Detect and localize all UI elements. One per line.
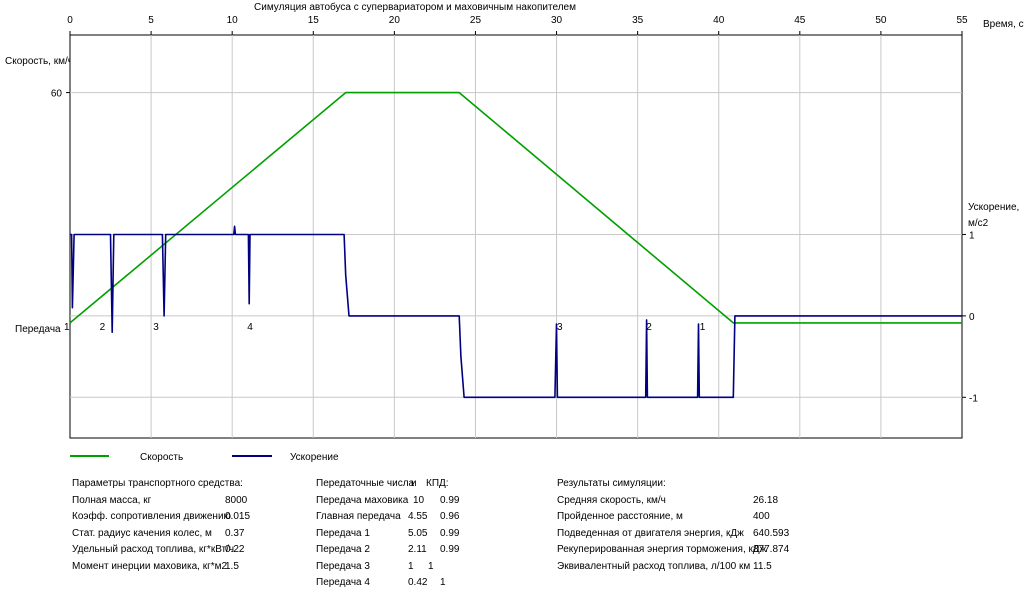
ratios-header-b: и	[411, 478, 417, 489]
ratio-label: Передача 2	[316, 544, 370, 555]
y-tick-label-accel: -1	[969, 393, 978, 404]
param-label: Момент инерции маховика, кг*м2	[72, 561, 228, 572]
chart-title: Симуляция автобуса с супервариатором и м…	[254, 1, 576, 13]
eff-value: 0.96	[440, 511, 460, 522]
y-axis-label-accel-2: м/с2	[968, 218, 989, 229]
eff-value: 0.99	[440, 495, 460, 506]
ratio-value: 5.05	[408, 528, 428, 539]
gear-label: 3	[557, 322, 563, 333]
x-tick-label: 30	[551, 15, 563, 26]
eff-value: 0.99	[440, 544, 460, 555]
result-label: Подведенная от двигателя энергия, кДж	[557, 528, 744, 539]
result-label: Средняя скорость, км/ч	[557, 495, 666, 506]
plot-area	[69, 34, 963, 439]
x-tick-label: 0	[67, 15, 73, 26]
gear-labels: 1 2 3 4 3 2 1	[64, 322, 706, 333]
x-tick-label: 35	[632, 15, 644, 26]
eff-value: 1	[440, 577, 446, 588]
y-tick-label-accel: 1	[969, 230, 975, 241]
x-axis-label: Время, с	[983, 19, 1024, 30]
ratio-label: Главная передача	[316, 511, 401, 522]
x-tick-label: 10	[227, 15, 239, 26]
result-label: Пройденное расстояние, м	[557, 511, 683, 522]
param-value: 1.5	[225, 561, 239, 572]
speed-line	[69, 91, 962, 324]
acceleration-line	[70, 225, 962, 399]
gear-axis-label: Передача	[15, 324, 61, 335]
ratios-header-a: Передаточные числа	[316, 478, 415, 489]
x-tick-label: 5	[148, 15, 154, 26]
x-tick-label: 45	[794, 15, 806, 26]
x-tick-label: 50	[875, 15, 887, 26]
x-tick-label: 25	[470, 15, 482, 26]
gear-label: 1	[64, 322, 70, 333]
result-label: Рекуперированная энергия торможения, кДж	[557, 544, 767, 555]
result-value: 26.18	[753, 495, 779, 506]
ratio-label: Передача 1	[316, 528, 370, 539]
eff-value: 1	[428, 561, 434, 572]
result-label: Эквивалентный расход топлива, л/100 км	[557, 561, 751, 572]
results-header: Результаты симуляции:	[557, 478, 666, 489]
param-label: Полная масса, кг	[72, 495, 152, 506]
legend-label-speed: Скорость	[140, 452, 183, 463]
legend: Скорость Ускорение	[70, 452, 339, 463]
y-axis-label-speed: Скорость, км/ч	[5, 56, 73, 67]
param-label: Удельный расход топлива, кг*кВт/ч	[72, 544, 235, 555]
ratio-label: Передача маховика	[316, 495, 409, 506]
ratios-header-c: КПД:	[426, 478, 449, 489]
result-value: 640.593	[753, 528, 790, 539]
ratio-label: Передача 3	[316, 561, 370, 572]
y-tick-label-speed: 60	[51, 89, 63, 100]
x-tick-label: 20	[389, 15, 401, 26]
param-value: 0.37	[225, 528, 245, 539]
x-tick-label: 40	[713, 15, 725, 26]
param-label: Коэфф. сопротивления движению	[72, 511, 232, 522]
gear-label: 2	[646, 322, 652, 333]
eff-value: 0.99	[440, 528, 460, 539]
ratio-label: Передача 4	[316, 577, 370, 588]
ratio-value: 10	[413, 495, 425, 506]
y-tick-label-accel: 0	[969, 312, 975, 323]
ratio-value: 1	[408, 561, 414, 572]
gear-label: 2	[100, 322, 106, 333]
ratio-value: 2.11	[408, 544, 427, 555]
simulation-chart: Симуляция автобуса с супервариатором и м…	[5, 1, 1024, 463]
param-label: Стат. радиус качения колес, м	[72, 528, 212, 539]
params-header: Параметры транспортного средства:	[72, 478, 243, 489]
result-value: 877.874	[753, 544, 790, 555]
param-value: 8000	[225, 495, 248, 506]
result-value: 400	[753, 511, 770, 522]
param-value: 0.22	[225, 544, 245, 555]
ratio-value: 0.42	[408, 577, 428, 588]
result-value: 11.5	[753, 561, 772, 572]
ratio-value: 4.55	[408, 511, 428, 522]
y-axis-label-accel-1: Ускорение,	[968, 202, 1019, 213]
gear-label: 1	[700, 322, 706, 333]
gear-label: 3	[153, 322, 159, 333]
gear-label: 4	[247, 322, 253, 333]
legend-label-accel: Ускорение	[290, 452, 339, 463]
x-tick-label: 15	[308, 15, 320, 26]
param-value: 0.015	[225, 511, 251, 522]
x-tick-label: 55	[956, 15, 968, 26]
series-lines	[69, 91, 962, 399]
